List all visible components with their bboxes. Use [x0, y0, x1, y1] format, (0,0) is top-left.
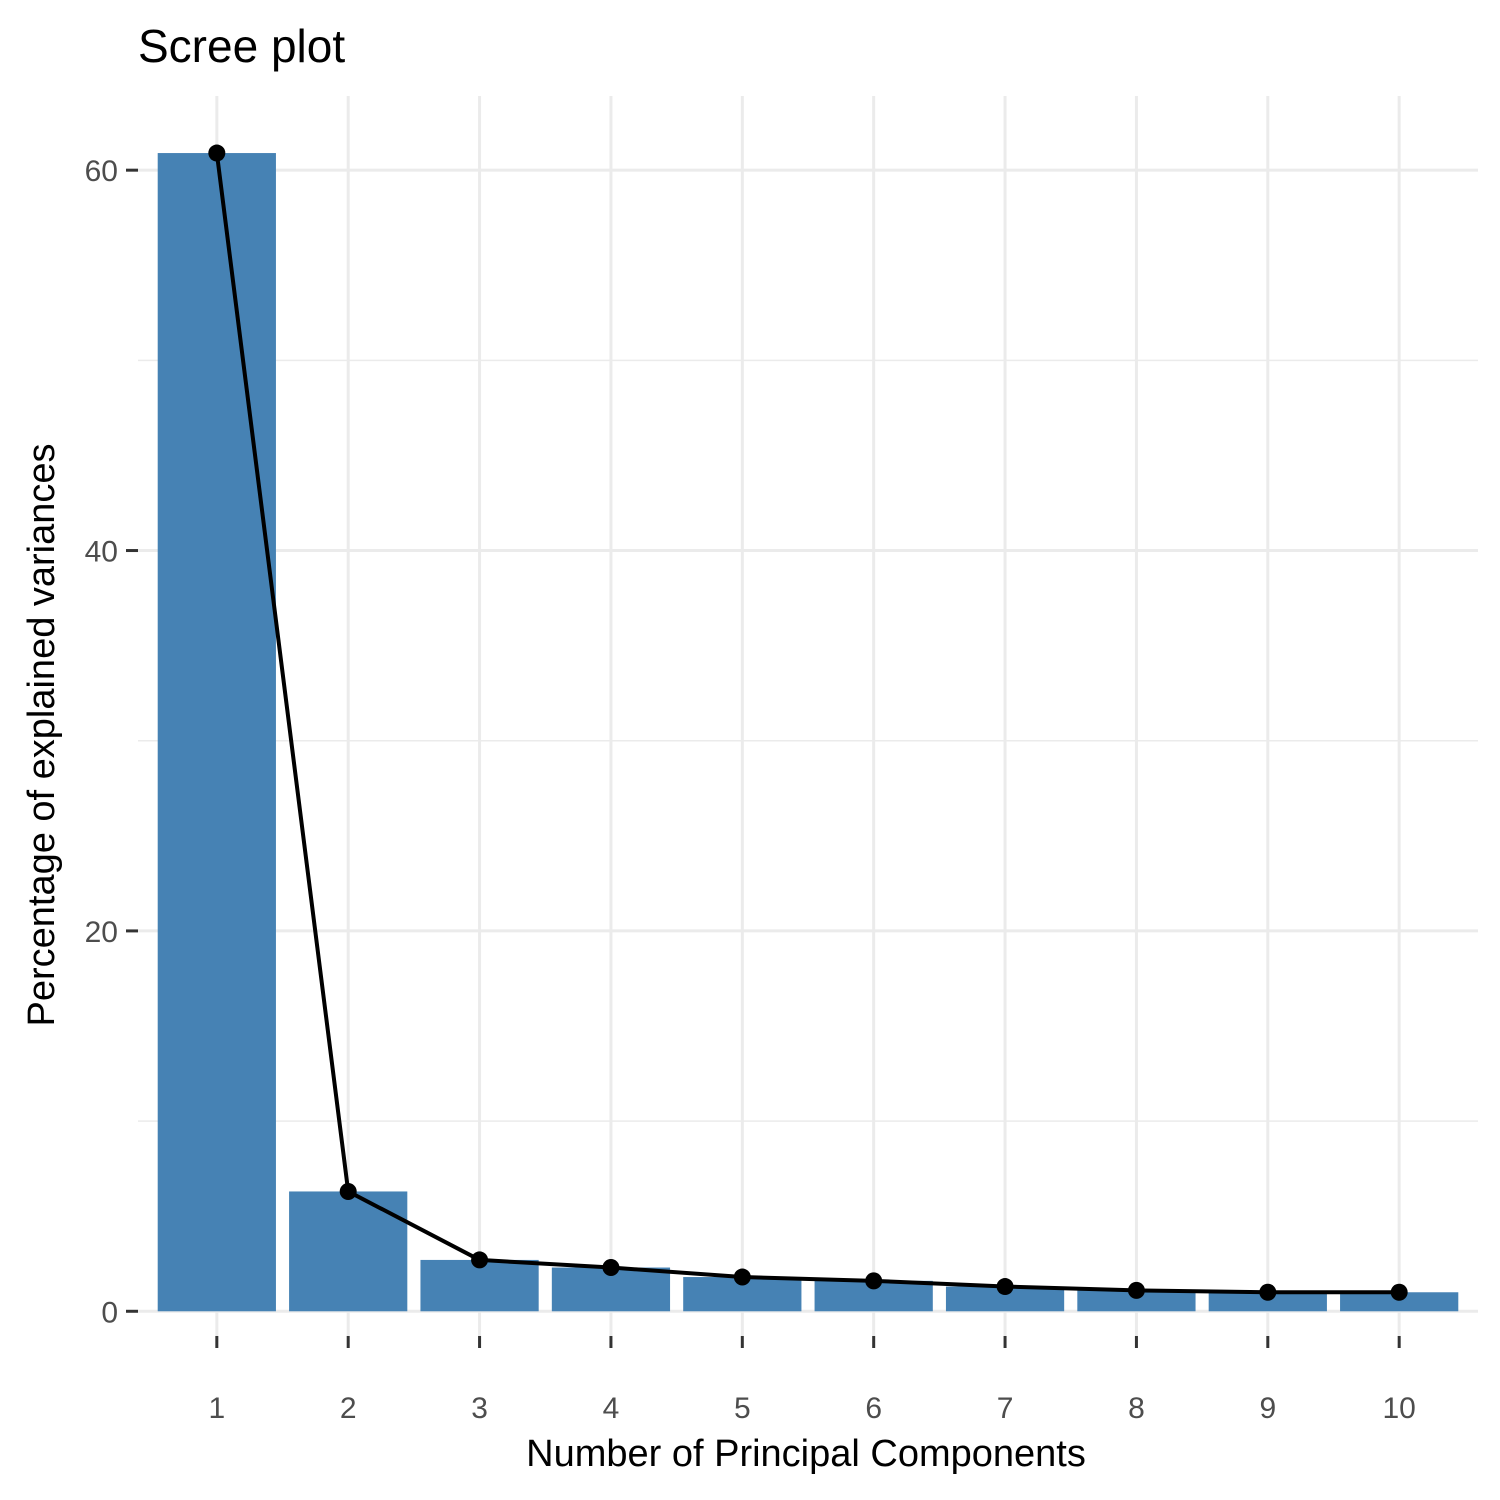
x-tick-label: 8 [1128, 1392, 1145, 1425]
bar [1208, 1292, 1327, 1312]
x-tick-label: 7 [997, 1392, 1014, 1425]
data-point [208, 144, 226, 162]
data-point [602, 1259, 620, 1277]
y-tick-label: 0 [101, 1296, 118, 1329]
y-axis: 0 20 40 60 [85, 155, 138, 1329]
bar [157, 153, 276, 1312]
bar [1340, 1292, 1459, 1312]
data-point [1390, 1283, 1408, 1301]
y-axis-title: Percentage of explained variances [21, 443, 63, 1026]
data-point [339, 1182, 357, 1200]
bar [420, 1259, 539, 1312]
x-tick-label: 9 [1259, 1392, 1276, 1425]
x-axis: 1 2 3 4 5 6 7 8 9 10 [208, 1336, 1416, 1425]
x-axis-title: Number of Principal Components [526, 1433, 1086, 1475]
x-tick-label: 3 [471, 1392, 488, 1425]
variance-line [214, 152, 1400, 1295]
y-tick-label: 40 [85, 536, 118, 569]
x-tick-label: 5 [734, 1392, 751, 1425]
y-tick-label: 20 [85, 916, 118, 949]
data-point [1127, 1281, 1145, 1299]
x-tick-label: 2 [340, 1392, 357, 1425]
data-point [733, 1268, 751, 1286]
x-tick-label: 10 [1382, 1392, 1415, 1425]
y-tick-label: 60 [85, 155, 118, 188]
x-tick-label: 1 [208, 1392, 225, 1425]
line-layer [208, 144, 1408, 1301]
bar [1077, 1290, 1196, 1312]
bars [157, 153, 1459, 1312]
data-point [865, 1272, 883, 1290]
x-tick-label: 6 [865, 1392, 882, 1425]
chart-title: Scree plot [138, 20, 345, 72]
data-point [1259, 1283, 1277, 1301]
x-tick-label: 4 [603, 1392, 620, 1425]
grid [138, 96, 1478, 1336]
bar [289, 1191, 408, 1312]
data-point [996, 1278, 1014, 1296]
data-point [471, 1251, 489, 1269]
